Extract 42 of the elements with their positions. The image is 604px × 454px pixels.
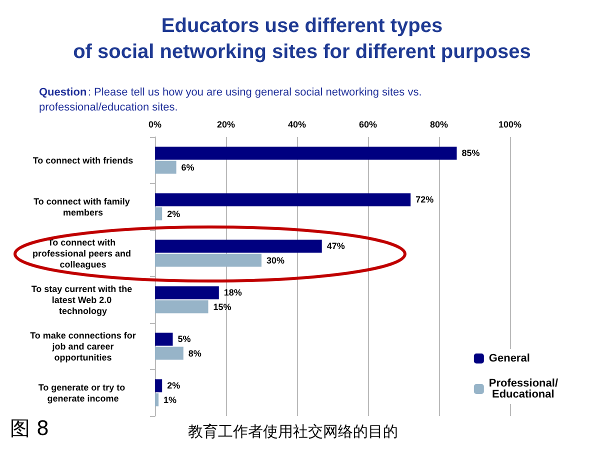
data-label: 47% [326, 241, 345, 252]
data-label: 2% [167, 208, 180, 219]
x-tick-label: 60% [358, 120, 378, 130]
bar [155, 240, 322, 253]
bar [155, 146, 457, 160]
y-tick-label: To make connections for job and career opportunities [30, 330, 136, 362]
x-tick-label: 100% [498, 120, 522, 130]
data-label: 30% [266, 255, 285, 266]
data-label: 15% [213, 302, 232, 312]
bar [155, 332, 173, 346]
data-label: 18% [224, 288, 242, 298]
data-label: 2% [167, 380, 180, 391]
legend-label: General [488, 352, 530, 364]
data-label: 8% [188, 348, 202, 358]
data-label: 72% [416, 194, 434, 205]
y-tick-label: To connect with family members [34, 196, 132, 218]
x-tick-label: 0% [148, 120, 162, 130]
x-tick-label: 20% [216, 120, 236, 130]
x-tick-label: 80% [430, 120, 448, 130]
y-tick-label: To connect with professional peers and colleagues [32, 237, 134, 270]
bar [155, 346, 184, 360]
bar [155, 207, 162, 220]
bar [155, 286, 219, 300]
bar [155, 160, 176, 174]
bar [155, 379, 162, 392]
chart-subtitle: Question: Please tell us how you are using general social networking sites vs. professional/education sites. [39, 86, 425, 114]
text: 教育工作者使用社交网络的目的 [188, 422, 398, 440]
data-label: 1% [164, 394, 177, 405]
y-tick-label: To generate or try to generate income [38, 382, 128, 404]
chart-title: Educators use different types of social networking sites for different purposes [73, 15, 531, 63]
x-tick-label: 40% [288, 120, 306, 130]
y-tick-label: To connect with friends [32, 155, 134, 166]
data-label: 6% [181, 162, 194, 172]
data-label: 85% [462, 148, 480, 158]
bar [155, 193, 411, 206]
bar [155, 254, 262, 267]
caption: 图 8 [10, 416, 50, 440]
data-label: 5% [178, 334, 191, 344]
bar [155, 393, 159, 406]
legend-label: Professional/ Educational [488, 378, 558, 400]
bar [155, 300, 208, 314]
y-tick-label: To stay current with the latest Web 2.0 technology [31, 284, 135, 316]
